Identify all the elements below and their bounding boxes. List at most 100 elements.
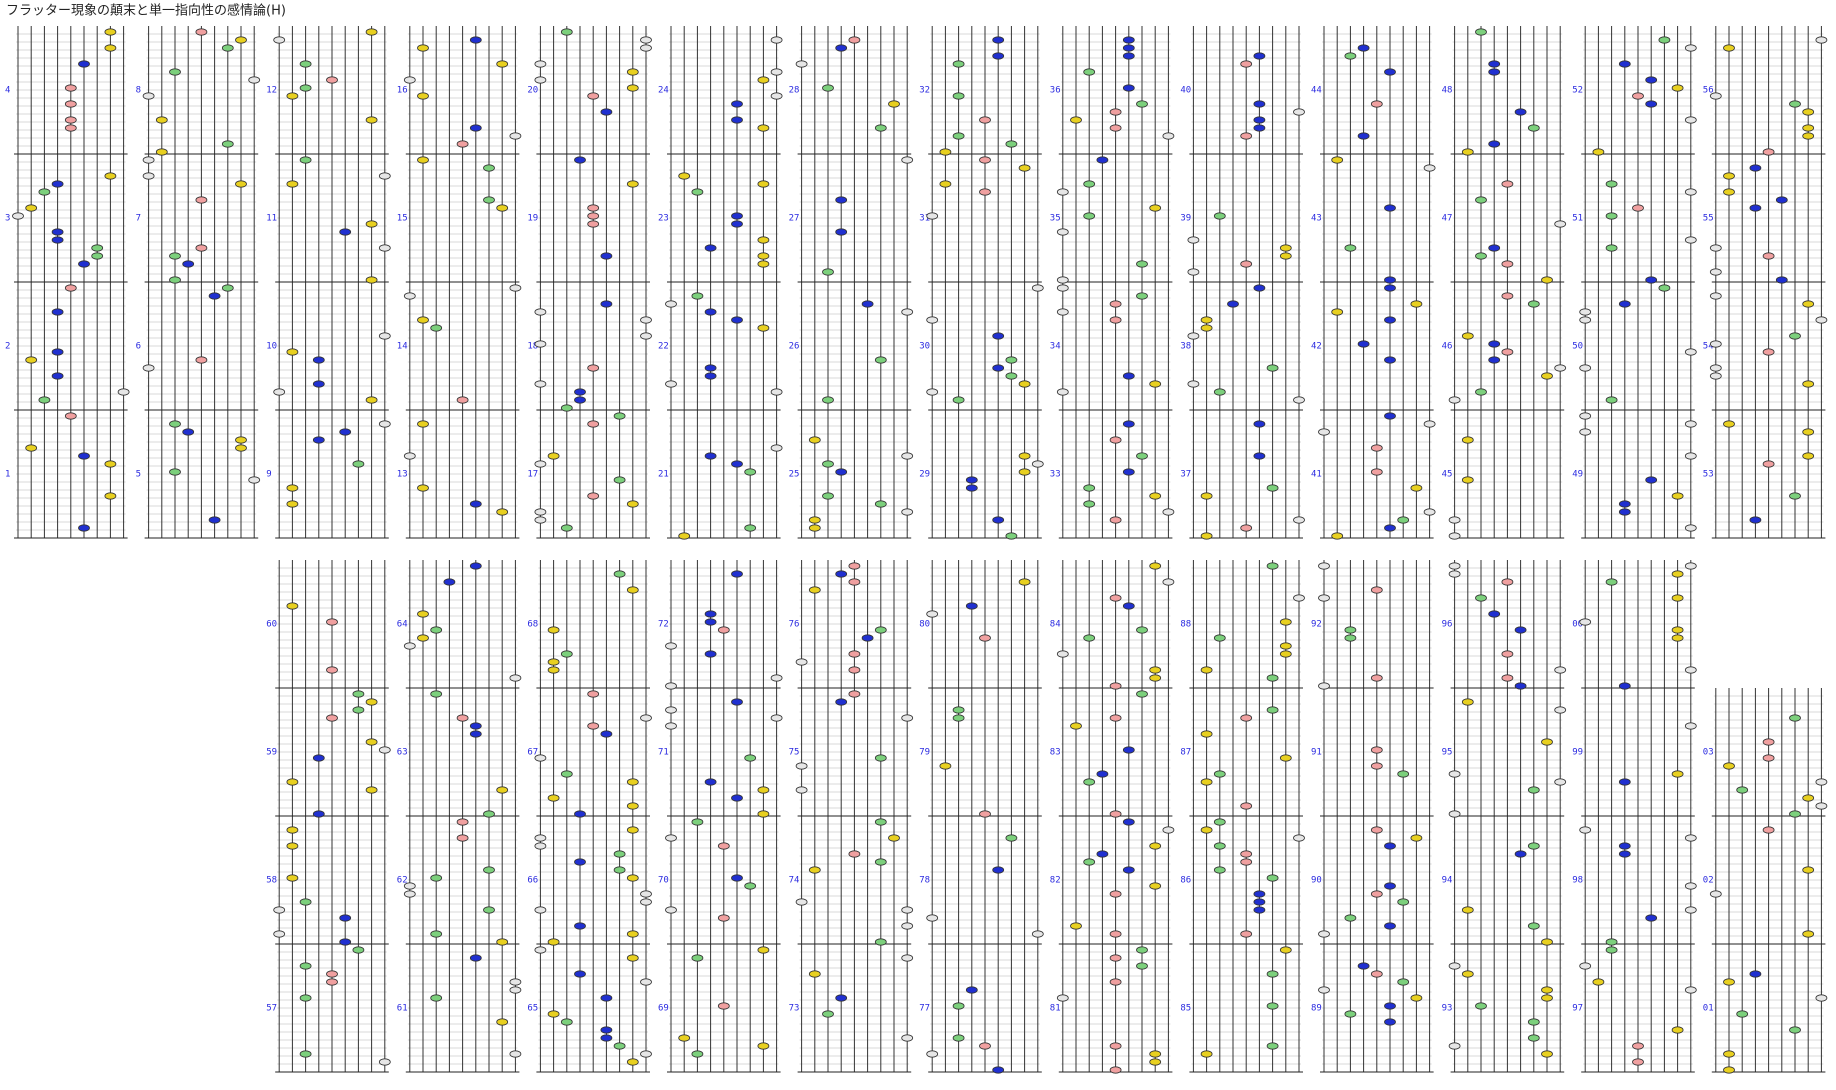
measure-number: 42 (1311, 342, 1322, 352)
measure-number: 48 (1442, 86, 1453, 96)
note (901, 906, 914, 914)
note (926, 212, 939, 220)
note (1579, 428, 1592, 436)
note (770, 36, 783, 44)
measure-number: 67 (527, 748, 538, 758)
note (1370, 444, 1383, 452)
note (1096, 156, 1109, 164)
note (1527, 786, 1540, 794)
note (1266, 484, 1279, 492)
measure-number: 40 (1180, 86, 1191, 96)
note (901, 508, 914, 516)
note (378, 244, 391, 252)
note (640, 36, 652, 44)
note (808, 524, 821, 532)
note (1592, 148, 1605, 156)
note (1240, 260, 1253, 268)
note (574, 858, 586, 866)
note (1266, 1042, 1279, 1050)
note (1083, 484, 1096, 492)
note (326, 76, 338, 84)
note (901, 922, 914, 930)
note (1240, 930, 1253, 938)
note (613, 850, 626, 858)
note (1005, 834, 1018, 842)
note (1370, 970, 1383, 978)
note (403, 882, 416, 890)
note (1448, 570, 1461, 578)
note (496, 60, 509, 68)
note (469, 722, 482, 730)
note (169, 420, 181, 428)
note (874, 818, 887, 826)
note (1397, 978, 1410, 986)
note (1109, 930, 1122, 938)
measure-number: 38 (1180, 342, 1191, 352)
note (678, 172, 691, 180)
note (155, 116, 168, 124)
note (286, 826, 299, 834)
note (1684, 348, 1697, 356)
note (483, 866, 495, 874)
measure-number: 29 (919, 470, 930, 480)
note (1802, 132, 1815, 140)
note (1344, 626, 1357, 634)
note (952, 396, 965, 404)
note (1005, 356, 1018, 364)
note (312, 380, 325, 388)
note (496, 1018, 509, 1026)
note (626, 500, 639, 508)
note (731, 794, 743, 802)
note (221, 284, 234, 292)
measure-number: 43 (1311, 214, 1322, 224)
note (248, 76, 261, 84)
note (665, 834, 677, 842)
note (1475, 594, 1487, 602)
note (1109, 890, 1122, 898)
note (1136, 626, 1148, 634)
measure-number: 62 (397, 876, 408, 886)
note (1293, 108, 1305, 116)
note (640, 890, 652, 898)
note (1162, 508, 1175, 516)
note (534, 340, 547, 348)
note (1344, 244, 1357, 252)
note (757, 124, 770, 132)
note (496, 508, 509, 516)
note (1802, 866, 1815, 874)
note (509, 986, 522, 994)
note (1541, 994, 1553, 1002)
note (1749, 164, 1762, 172)
note (587, 420, 600, 428)
note (1684, 188, 1697, 196)
note (208, 516, 221, 524)
note (1266, 874, 1279, 882)
note (1645, 276, 1658, 284)
note (626, 802, 639, 810)
measure-number: 22 (658, 342, 669, 352)
note (456, 818, 469, 826)
note (1253, 52, 1266, 60)
note (835, 44, 848, 52)
note (691, 954, 704, 962)
note (1031, 460, 1044, 468)
measure-number: 31 (919, 214, 930, 224)
measure-number: 26 (789, 342, 800, 352)
note (574, 922, 586, 930)
note (1579, 962, 1592, 970)
note (1749, 204, 1762, 212)
note (939, 762, 952, 770)
note (1384, 412, 1396, 420)
note (378, 1058, 391, 1066)
note (1645, 76, 1658, 84)
note (626, 84, 639, 92)
note (757, 810, 770, 818)
note (574, 396, 586, 404)
note (1240, 858, 1253, 866)
note (770, 68, 783, 76)
note (1815, 36, 1828, 44)
measure-number: 3 (5, 214, 10, 224)
note (1709, 244, 1722, 252)
note (1448, 962, 1461, 970)
note (64, 412, 77, 420)
